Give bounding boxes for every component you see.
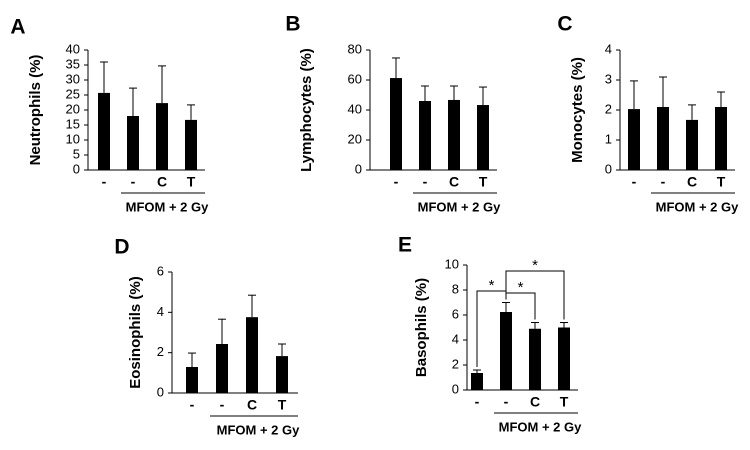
bar bbox=[390, 78, 402, 170]
y-tick-label: 6 bbox=[452, 306, 459, 321]
y-tick-label: 4 bbox=[605, 41, 612, 56]
significance-bracket bbox=[505, 270, 565, 320]
y-axis-label: Basophils (%) bbox=[413, 278, 430, 377]
x-tick-label: - bbox=[661, 174, 666, 190]
x-tick-label: - bbox=[504, 394, 509, 410]
bar bbox=[246, 317, 258, 393]
bar bbox=[127, 116, 139, 170]
y-tick-label: 4 bbox=[157, 304, 164, 319]
panel-letter: C bbox=[557, 13, 572, 36]
x-tick-label: - bbox=[475, 394, 480, 410]
bar bbox=[715, 107, 727, 170]
bar bbox=[216, 343, 228, 393]
x-tick-label: T bbox=[479, 174, 488, 190]
bar bbox=[276, 356, 288, 393]
y-tick-label: 0 bbox=[452, 381, 459, 396]
y-tick-label: 60 bbox=[348, 71, 362, 86]
group-label: MFOM + 2 Gy bbox=[656, 199, 739, 214]
y-tick-label: 40 bbox=[66, 41, 80, 56]
x-tick-label: - bbox=[131, 174, 136, 190]
y-tick-label: 10 bbox=[66, 131, 80, 146]
y-tick-label: 2 bbox=[157, 344, 164, 359]
y-tick-label: 1 bbox=[605, 131, 612, 146]
bar bbox=[628, 109, 640, 170]
significance-label: * bbox=[489, 277, 495, 294]
group-label: MFOM + 2 Gy bbox=[126, 199, 209, 214]
panel-letter: A bbox=[10, 16, 25, 39]
x-tick-label: - bbox=[632, 174, 637, 190]
x-tick-label: T bbox=[187, 174, 196, 190]
y-tick-label: 0 bbox=[355, 161, 362, 176]
x-tick-label: - bbox=[190, 397, 195, 413]
x-tick-label: T bbox=[278, 397, 287, 413]
y-tick-label: 5 bbox=[73, 146, 80, 161]
bar bbox=[471, 373, 483, 390]
bar bbox=[500, 312, 512, 390]
bar bbox=[657, 107, 669, 170]
bar bbox=[185, 119, 197, 170]
y-tick-label: 80 bbox=[348, 41, 362, 56]
panel-letter: E bbox=[398, 234, 412, 257]
bar bbox=[686, 119, 698, 170]
group-label: MFOM + 2 Gy bbox=[418, 199, 501, 214]
y-tick-label: 2 bbox=[605, 101, 612, 116]
x-tick-label: C bbox=[157, 174, 167, 190]
bar bbox=[477, 105, 489, 170]
y-tick-label: 2 bbox=[452, 356, 459, 371]
y-axis-label: Neutrophils (%) bbox=[27, 55, 44, 166]
group-label: MFOM + 2 Gy bbox=[217, 422, 300, 437]
bar bbox=[529, 328, 541, 390]
y-tick-label: 40 bbox=[348, 101, 362, 116]
x-tick-label: - bbox=[102, 174, 107, 190]
y-tick-label: 3 bbox=[605, 71, 612, 86]
x-tick-label: T bbox=[717, 174, 726, 190]
y-tick-label: 20 bbox=[66, 101, 80, 116]
y-tick-label: 6 bbox=[157, 263, 164, 278]
x-tick-label: C bbox=[247, 397, 257, 413]
y-axis-label: Monocytes (%) bbox=[569, 57, 586, 163]
y-tick-label: 25 bbox=[66, 86, 80, 101]
x-tick-label: T bbox=[560, 394, 569, 410]
y-tick-label: 35 bbox=[66, 56, 80, 71]
x-tick-label: - bbox=[423, 174, 428, 190]
y-tick-label: 10 bbox=[445, 256, 459, 271]
x-tick-label: C bbox=[530, 394, 540, 410]
bar bbox=[98, 92, 110, 170]
significance-label: * bbox=[532, 257, 538, 274]
x-tick-label: - bbox=[220, 397, 225, 413]
y-tick-label: 20 bbox=[348, 131, 362, 146]
bar bbox=[558, 327, 570, 390]
bar bbox=[419, 101, 431, 170]
y-tick-label: 15 bbox=[66, 116, 80, 131]
x-tick-label: C bbox=[687, 174, 697, 190]
y-tick-label: 0 bbox=[605, 161, 612, 176]
bar bbox=[156, 103, 168, 170]
y-tick-label: 8 bbox=[452, 281, 459, 296]
group-label: MFOM + 2 Gy bbox=[499, 419, 582, 434]
y-tick-label: 0 bbox=[157, 384, 164, 399]
x-tick-label: - bbox=[394, 174, 399, 190]
bar bbox=[186, 366, 198, 393]
panel-letter: B bbox=[285, 13, 300, 36]
y-tick-label: 30 bbox=[66, 71, 80, 86]
y-tick-label: 4 bbox=[452, 331, 459, 346]
y-axis-label: Lymphocytes (%) bbox=[298, 48, 315, 172]
y-tick-label: 0 bbox=[73, 161, 80, 176]
panel-letter: D bbox=[114, 236, 129, 259]
bar bbox=[448, 99, 460, 170]
y-axis-label: Eosinophils (%) bbox=[127, 276, 144, 389]
significance-label: * bbox=[518, 279, 524, 296]
x-tick-label: C bbox=[449, 174, 459, 190]
